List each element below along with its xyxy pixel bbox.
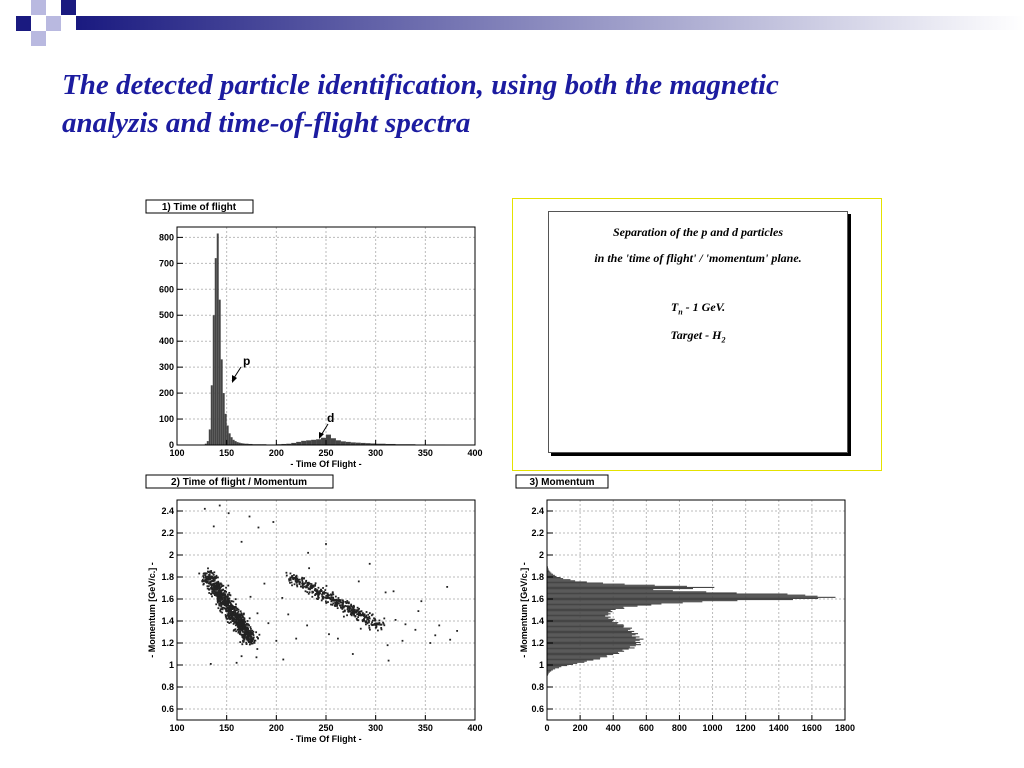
tof-bar bbox=[355, 442, 361, 445]
tof-ytick-label-5: 500 bbox=[159, 310, 174, 320]
info-line-2: in the 'time of flight' / 'momentum' pla… bbox=[594, 251, 802, 265]
tof-bar bbox=[216, 233, 219, 445]
info-beam: Tn - 1 GeV. bbox=[549, 300, 847, 316]
tof-bar bbox=[250, 443, 253, 445]
tof-bar bbox=[311, 439, 317, 445]
info-beam-rest: - 1 GeV. bbox=[682, 300, 726, 314]
tof-xtick-label-4: 300 bbox=[368, 448, 383, 458]
tof-ytick-label-0: 0 bbox=[169, 440, 174, 450]
tof-bar bbox=[248, 443, 251, 445]
tof-bar bbox=[350, 442, 356, 445]
tof-bar bbox=[345, 441, 351, 445]
tof-bar bbox=[210, 385, 213, 445]
tof-bar bbox=[234, 441, 237, 445]
tof-bar bbox=[204, 443, 207, 445]
corner-decoration bbox=[16, 0, 1024, 46]
info-target-sub: 2 bbox=[721, 335, 726, 345]
tof-bar bbox=[301, 440, 307, 445]
slide-title: The detected particle identification, us… bbox=[62, 66, 962, 142]
info-panel-frame: Separation of the p and d particles in t… bbox=[512, 198, 882, 471]
tof-bar bbox=[360, 442, 366, 445]
info-target: Target - H2 bbox=[549, 328, 847, 344]
tof-xtick-label-5: 350 bbox=[418, 448, 433, 458]
tof-bar bbox=[240, 443, 243, 445]
tof-bar bbox=[206, 441, 209, 445]
tof-xtick-label-0: 100 bbox=[169, 448, 184, 458]
chart-tof-tag-box bbox=[145, 199, 254, 214]
tof-bar bbox=[296, 441, 302, 445]
info-beam-symbol: T bbox=[670, 300, 679, 314]
tof-bar bbox=[246, 443, 249, 445]
deco-square-light-1 bbox=[31, 0, 46, 15]
tof-ytick-label-8: 800 bbox=[159, 232, 174, 242]
info-line-1: Separation of the p and d particles bbox=[612, 225, 783, 239]
info-target-prefix: Target - H bbox=[670, 328, 722, 342]
tof-bar bbox=[212, 315, 215, 445]
tof-bar bbox=[370, 443, 376, 445]
tof-ytick-label-3: 300 bbox=[159, 362, 174, 372]
deco-square-dark-2 bbox=[61, 0, 76, 15]
tof-bar bbox=[222, 393, 225, 445]
tof-bar bbox=[242, 443, 245, 445]
tof-bar bbox=[228, 433, 231, 445]
chart-tof-xlabel: - Time Of Flight - bbox=[290, 459, 361, 469]
tof-bar bbox=[286, 443, 292, 445]
tof-bar bbox=[291, 442, 297, 445]
tof-ytick-label-7: 700 bbox=[159, 258, 174, 268]
deco-square-light-2 bbox=[46, 16, 61, 31]
tof-xtick-label-3: 250 bbox=[318, 448, 333, 458]
tof-bar bbox=[232, 439, 235, 445]
tof-bar bbox=[340, 441, 346, 445]
annotation-p: p bbox=[243, 354, 250, 368]
tof-ytick-label-2: 200 bbox=[159, 388, 174, 398]
tof-bar bbox=[375, 443, 386, 445]
chart-tof-tag: 1) Time of flight bbox=[162, 202, 237, 213]
tof-bar bbox=[244, 443, 247, 445]
arrow-d-head bbox=[319, 432, 324, 439]
tof-bar bbox=[385, 443, 396, 445]
tof-bar bbox=[220, 359, 223, 445]
info-beam-sub: n bbox=[678, 307, 683, 317]
annotation-d: d bbox=[327, 411, 334, 425]
tof-bar bbox=[230, 437, 233, 445]
tof-bar bbox=[365, 443, 371, 445]
tof-xtick-label-2: 200 bbox=[269, 448, 284, 458]
tof-bar bbox=[321, 437, 326, 445]
deco-gradient-bar bbox=[76, 16, 1024, 30]
tof-ytick-label-1: 100 bbox=[159, 414, 174, 424]
tof-bar bbox=[208, 429, 211, 445]
tof-bar bbox=[335, 440, 341, 445]
deco-square-dark-1 bbox=[16, 16, 31, 31]
tof-bar bbox=[236, 442, 239, 445]
info-box: Separation of the p and d particles in t… bbox=[548, 211, 848, 453]
arrow-p-head bbox=[232, 375, 237, 383]
tof-bar bbox=[226, 425, 229, 445]
tof-bar bbox=[316, 439, 322, 445]
tof-ytick-label-6: 600 bbox=[159, 284, 174, 294]
tof-bar bbox=[326, 434, 331, 445]
tof-bar bbox=[306, 440, 312, 445]
tof-bar bbox=[281, 443, 287, 445]
slide-title-line-2: analyzis and time-of-flight spectra bbox=[62, 107, 471, 139]
tof-bar bbox=[238, 442, 241, 445]
tof-bar bbox=[214, 258, 217, 445]
deco-square-light-3 bbox=[31, 31, 46, 46]
tof-bar bbox=[218, 299, 221, 445]
tof-xtick-label-6: 400 bbox=[467, 448, 482, 458]
tof-xtick-label-1: 150 bbox=[219, 448, 234, 458]
tof-bar bbox=[224, 413, 227, 445]
tof-ytick-label-4: 400 bbox=[159, 336, 174, 346]
slide-title-line-1: The detected particle identification, us… bbox=[62, 69, 779, 101]
tof-bar bbox=[330, 438, 336, 445]
